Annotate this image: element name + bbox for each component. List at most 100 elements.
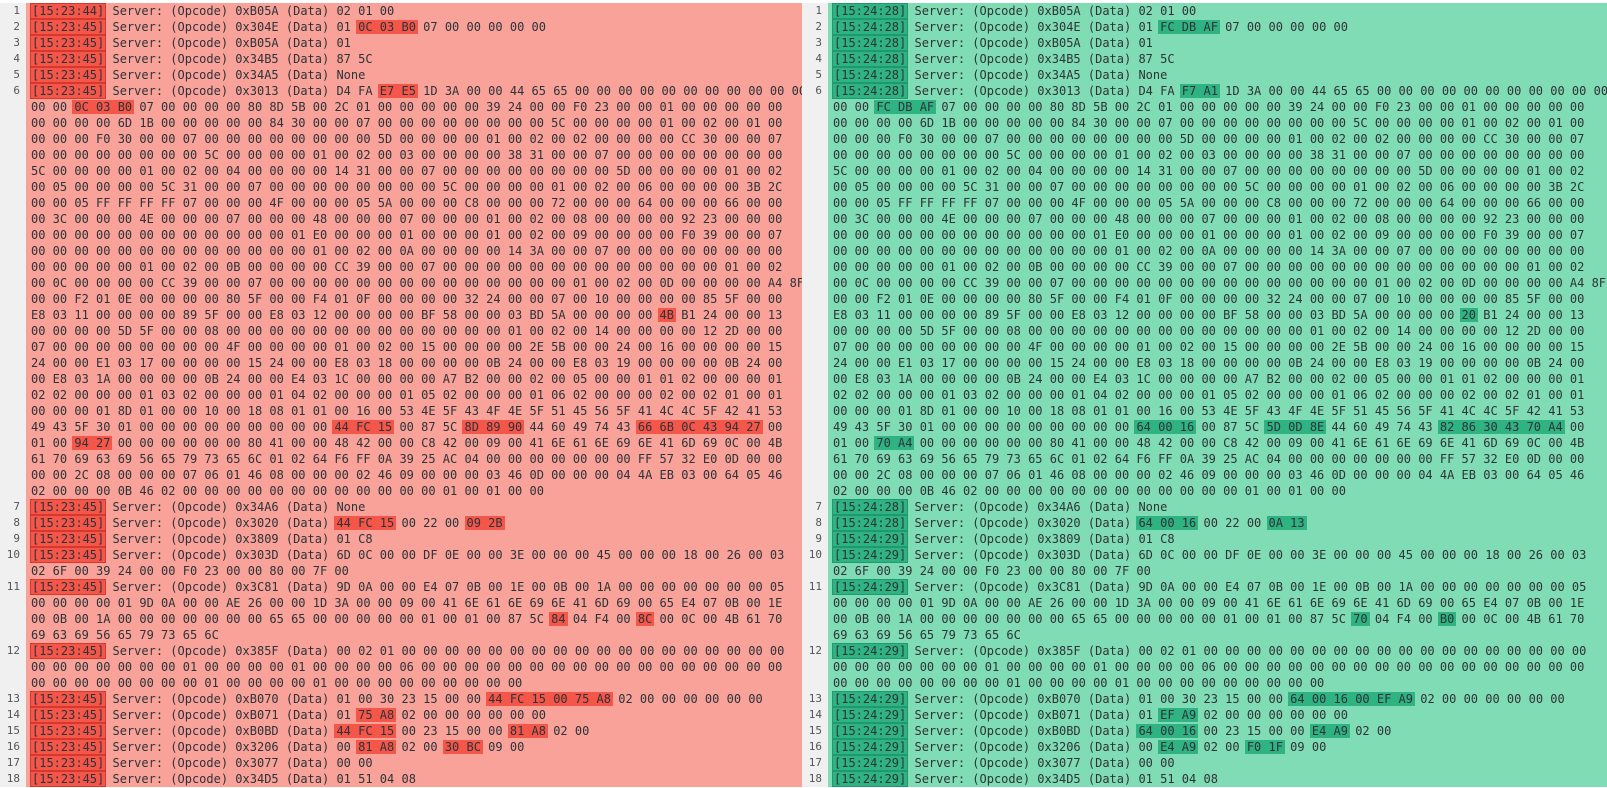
log-row: 18 [15:23:45] Server: (Opcode) 0x34D5 (Da… bbox=[0, 771, 802, 787]
log-line-text: [15:24:29] Server: (Opcode) 0x3809 (Data… bbox=[828, 531, 1607, 547]
log-row: E8 03 11 00 00 00 00 89 5F 00 00 E8 03 1… bbox=[802, 307, 1607, 323]
diff-highlight: 20 bbox=[1459, 308, 1478, 322]
log-row: 11 [15:24:29] Server: (Opcode) 0x3C81 (Da… bbox=[802, 579, 1607, 595]
line-number bbox=[802, 467, 828, 483]
log-line-text: 00 00 00 00 00 00 00 00 5C 00 00 00 00 0… bbox=[26, 147, 802, 163]
log-row: 01 00 70 A4 00 00 00 00 00 00 80 41 00 0… bbox=[802, 435, 1607, 451]
log-row: 5 [15:23:45] Server: (Opcode) 0x34A5 (Dat… bbox=[0, 67, 802, 83]
log-row: 7 [15:23:45] Server: (Opcode) 0x34A6 (Dat… bbox=[0, 499, 802, 515]
log-line-text: 07 00 00 00 00 00 00 00 00 4F 00 00 00 0… bbox=[26, 339, 802, 355]
line-number bbox=[0, 419, 26, 435]
line-number bbox=[802, 403, 828, 419]
timestamp-badge: [15:23:45] bbox=[30, 707, 107, 723]
log-line-text: [15:24:28] Server: (Opcode) 0x34A6 (Data… bbox=[828, 499, 1607, 515]
line-number bbox=[0, 179, 26, 195]
log-row: 00 00 00 00 00 00 00 01 00 00 00 00 01 0… bbox=[0, 659, 802, 675]
log-row: 16 [15:23:45] Server: (Opcode) 0x3206 (Da… bbox=[0, 739, 802, 755]
log-row: 49 43 5F 30 01 00 00 00 00 00 00 00 00 0… bbox=[0, 419, 802, 435]
log-row: 00 00 00 00 00 00 00 00 00 00 00 00 00 0… bbox=[802, 243, 1607, 259]
log-line-text: 00 00 2C 08 00 00 00 07 06 01 46 08 00 0… bbox=[828, 467, 1607, 483]
line-number: 16 bbox=[0, 739, 26, 755]
diff-highlight: 75 A8 bbox=[356, 708, 397, 722]
log-line-text: 02 02 00 00 00 01 03 02 00 00 00 01 04 0… bbox=[26, 387, 802, 403]
line-number: 18 bbox=[802, 771, 828, 787]
log-row: 00 00 00 00 5D 5F 00 00 08 00 00 00 00 0… bbox=[0, 323, 802, 339]
timestamp-badge: [15:24:29] bbox=[832, 771, 909, 787]
timestamp-badge: [15:24:29] bbox=[832, 707, 909, 723]
timestamp-badge: [15:23:45] bbox=[30, 771, 107, 787]
timestamp-badge: [15:23:45] bbox=[30, 83, 107, 99]
log-row: 3 [15:23:45] Server: (Opcode) 0xB05A (Dat… bbox=[0, 35, 802, 51]
line-number bbox=[802, 243, 828, 259]
log-row: 61 70 69 63 69 56 65 79 73 65 6C 01 02 6… bbox=[0, 451, 802, 467]
log-row: 00 00 00 00 00 01 00 02 00 0B 00 00 00 0… bbox=[802, 259, 1607, 275]
log-line-text: 00 00 00 00 01 9D 0A 00 00 AE 26 00 00 1… bbox=[828, 595, 1607, 611]
diff-highlight: F0 1F bbox=[1244, 740, 1285, 754]
diff-highlight: 44 FC 15 00 75 A8 bbox=[486, 692, 613, 706]
log-row: 00 00 00 00 00 00 00 00 5C 00 00 00 00 0… bbox=[0, 147, 802, 163]
diff-highlight: 64 00 16 00 EF A9 bbox=[1288, 692, 1415, 706]
log-row: 9 [15:24:29] Server: (Opcode) 0x3809 (Dat… bbox=[802, 531, 1607, 547]
log-line-text: 00 00 F2 01 0E 00 00 00 00 80 5F 00 00 F… bbox=[26, 291, 802, 307]
line-number bbox=[802, 323, 828, 339]
diff-highlight: FC DB AF bbox=[1158, 20, 1220, 34]
line-number bbox=[0, 163, 26, 179]
line-number bbox=[0, 611, 26, 627]
line-number: 17 bbox=[0, 755, 26, 771]
log-line-text: 5C 00 00 00 00 01 00 02 00 04 00 00 00 0… bbox=[26, 163, 802, 179]
log-line-text: 00 E8 03 1A 00 00 00 00 0B 24 00 00 E4 0… bbox=[828, 371, 1607, 387]
line-number: 6 bbox=[0, 83, 26, 99]
log-row: 11 [15:23:45] Server: (Opcode) 0x3C81 (Da… bbox=[0, 579, 802, 595]
timestamp-badge: [15:24:28] bbox=[832, 515, 909, 531]
line-number: 13 bbox=[0, 691, 26, 707]
timestamp-badge: [15:24:29] bbox=[832, 643, 909, 659]
line-number: 8 bbox=[0, 515, 26, 531]
line-number: 5 bbox=[0, 67, 26, 83]
line-number bbox=[0, 371, 26, 387]
log-row: 49 43 5F 30 01 00 00 00 00 00 00 00 00 0… bbox=[802, 419, 1607, 435]
log-row: 13 [15:24:29] Server: (Opcode) 0xB070 (Da… bbox=[802, 691, 1607, 707]
line-number: 18 bbox=[0, 771, 26, 787]
line-number: 4 bbox=[802, 51, 828, 67]
line-number bbox=[802, 211, 828, 227]
timestamp-badge: [15:23:44] bbox=[30, 3, 107, 19]
line-number: 15 bbox=[802, 723, 828, 739]
log-line-text: 24 00 00 E1 03 17 00 00 00 00 15 24 00 0… bbox=[26, 355, 802, 371]
log-row: 00 00 F2 01 0E 00 00 00 00 80 5F 00 00 F… bbox=[0, 291, 802, 307]
log-line-text: [15:24:28] Server: (Opcode) 0xB05A (Data… bbox=[828, 3, 1607, 19]
log-line-text: [15:23:45] Server: (Opcode) 0xB071 (Data… bbox=[26, 707, 802, 723]
log-row: 16 [15:24:29] Server: (Opcode) 0x3206 (Da… bbox=[802, 739, 1607, 755]
log-line-text: 00 0C 00 00 00 00 CC 39 00 00 07 00 00 0… bbox=[828, 275, 1607, 291]
log-line-text: 00 E8 03 1A 00 00 00 00 0B 24 00 00 E4 0… bbox=[26, 371, 802, 387]
log-line-text: 02 02 00 00 00 01 03 02 00 00 00 01 04 0… bbox=[828, 387, 1607, 403]
diff-highlight: 64 00 16 bbox=[1134, 420, 1197, 434]
line-number bbox=[0, 387, 26, 403]
line-number bbox=[802, 675, 828, 691]
timestamp-badge: [15:24:28] bbox=[832, 67, 909, 83]
line-number: 7 bbox=[802, 499, 828, 515]
timestamp-badge: [15:24:29] bbox=[832, 579, 909, 595]
diff-highlight: 82 86 30 43 70 A4 bbox=[1437, 420, 1565, 434]
log-row: 14 [15:24:29] Server: (Opcode) 0xB071 (Da… bbox=[802, 707, 1607, 723]
line-number: 7 bbox=[0, 499, 26, 515]
timestamp-badge: [15:24:28] bbox=[832, 35, 909, 51]
line-number bbox=[0, 355, 26, 371]
log-line-text: 00 00 00 00 00 01 00 02 00 0B 00 00 00 0… bbox=[828, 259, 1607, 275]
timestamp-badge: [15:23:45] bbox=[30, 67, 107, 83]
log-row: 00 00 00 00 01 9D 0A 00 00 AE 26 00 00 1… bbox=[802, 595, 1607, 611]
right-log-panel: 1 [15:24:28] Server: (Opcode) 0xB05A (Dat… bbox=[802, 0, 1607, 788]
log-line-text: [15:23:45] Server: (Opcode) 0xB0BD (Data… bbox=[26, 723, 802, 739]
log-row: 00 00 0C 03 B0 07 00 00 00 00 80 8D 5B 0… bbox=[0, 99, 802, 115]
line-number bbox=[0, 227, 26, 243]
line-number bbox=[0, 627, 26, 643]
line-number bbox=[802, 435, 828, 451]
diff-highlight: EF A9 bbox=[1158, 708, 1199, 722]
log-line-text: 00 0B 00 1A 00 00 00 00 00 00 00 65 65 0… bbox=[828, 611, 1607, 627]
log-line-text: [15:24:29] Server: (Opcode) 0x303D (Data… bbox=[828, 547, 1607, 563]
log-row: 5 [15:24:28] Server: (Opcode) 0x34A5 (Dat… bbox=[802, 67, 1607, 83]
log-row: 6 [15:24:28] Server: (Opcode) 0x3013 (Dat… bbox=[802, 83, 1607, 99]
line-number: 17 bbox=[802, 755, 828, 771]
log-line-text: 61 70 69 63 69 56 65 79 73 65 6C 01 02 6… bbox=[828, 451, 1607, 467]
line-number: 2 bbox=[0, 19, 26, 35]
log-line-text: [15:24:28] Server: (Opcode) 0x304E (Data… bbox=[828, 19, 1607, 35]
